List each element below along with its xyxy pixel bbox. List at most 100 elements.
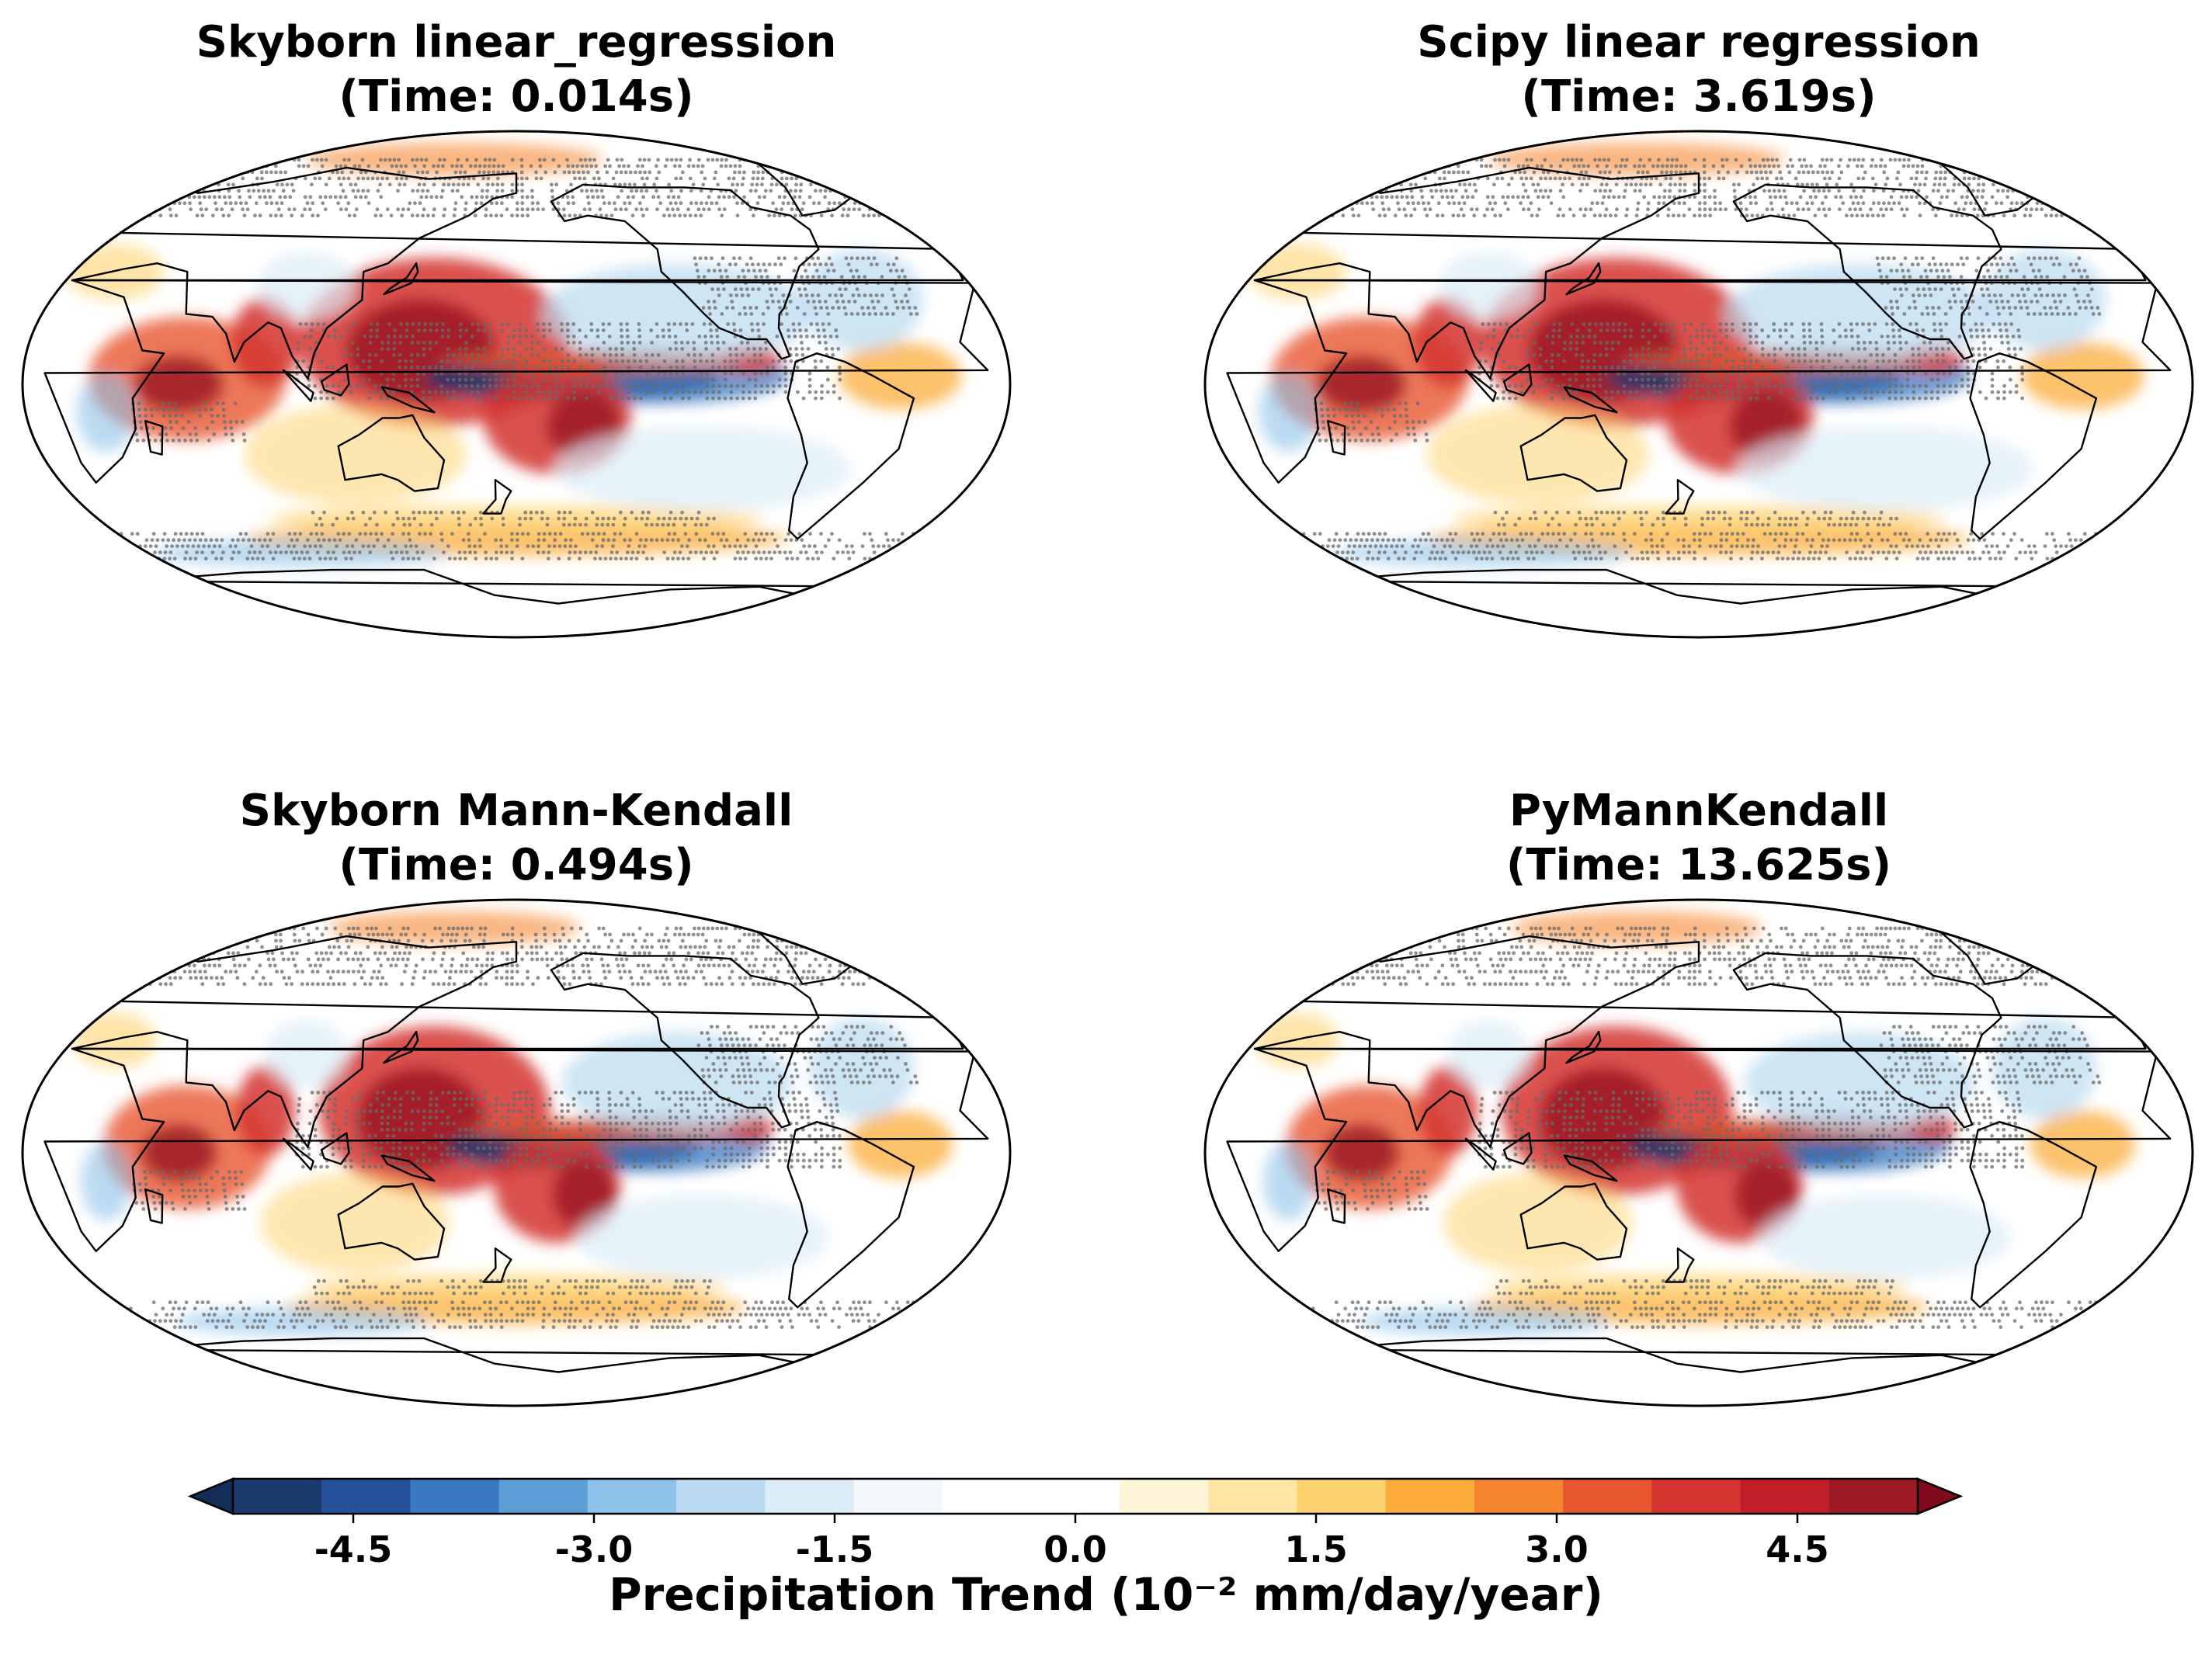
panel-title-skyborn-linreg: Skyborn linear_regression (Time: 0.014s) <box>196 17 837 122</box>
colorbar-segment <box>942 1479 1032 1514</box>
colorbar-extend-low <box>187 1477 234 1515</box>
colorbar-segment <box>233 1479 322 1514</box>
colorbar-segment <box>1740 1479 1830 1514</box>
trend-region <box>1323 1124 1400 1181</box>
coastlines <box>1226 152 2172 605</box>
coastline <box>320 1132 350 1165</box>
coastline <box>1502 363 1533 397</box>
colorbar-segment <box>1030 1479 1120 1514</box>
coastline <box>1464 1137 1497 1171</box>
trend-region <box>1759 1195 2011 1279</box>
trend-region <box>141 1124 217 1181</box>
colorbar-segment <box>1563 1479 1652 1514</box>
trend-field <box>65 142 963 567</box>
coastline <box>1969 1121 2098 1309</box>
trend-region <box>256 252 356 320</box>
coastline <box>1464 369 1497 402</box>
colorbar-tick-label: 1.5 <box>1284 1528 1348 1570</box>
colorbar-segment <box>1208 1479 1298 1514</box>
coastline <box>1565 262 1602 296</box>
coastline <box>1969 352 2098 540</box>
panel-title-skyborn-mk: Skyborn Mann-Kendall (Time: 0.494s) <box>239 786 793 890</box>
coastline <box>1519 414 1628 492</box>
trend-region <box>2030 1110 2136 1178</box>
trend-region <box>244 404 467 505</box>
colorbar-tick-label: -4.5 <box>314 1528 393 1570</box>
map-outline <box>1203 130 2194 639</box>
map-panel-skyborn-mk <box>21 898 1012 1407</box>
coastline <box>482 479 512 515</box>
map-outline <box>1203 898 2194 1407</box>
trend-region <box>1439 252 1538 320</box>
trend-region <box>847 1110 953 1178</box>
coastline <box>1226 1047 2172 1252</box>
trend-region <box>134 356 224 413</box>
coastline <box>1563 386 1618 414</box>
colorbar-tick-label: -3.0 <box>555 1528 634 1570</box>
trend-region <box>1488 1273 1909 1302</box>
colorbar-tick-label: -1.5 <box>796 1528 874 1570</box>
trend-region <box>839 342 963 410</box>
colorbar-tick-label: 3.0 <box>1525 1528 1589 1570</box>
colorbar-tick-label: 0.0 <box>1043 1528 1107 1570</box>
colorbar-segment <box>853 1479 943 1514</box>
coastline <box>282 369 314 402</box>
colorbar-label: Precipitation Trend (10⁻² mm/day/year) <box>609 1568 1603 1621</box>
trend-region <box>576 1195 828 1279</box>
trend-region <box>1259 373 1318 452</box>
colorbar-segment <box>498 1479 589 1514</box>
coastline <box>1226 279 2172 484</box>
colorbar-segment <box>321 1479 411 1514</box>
trend-region <box>1982 249 2106 351</box>
coastline <box>1327 419 1346 456</box>
trend-region <box>264 1020 349 1088</box>
coastline <box>380 386 436 414</box>
panel-title-pymannkendall: PyMannKendall (Time: 13.625s) <box>1505 786 1892 890</box>
coastline <box>1519 1182 1628 1261</box>
trend-region <box>1419 1065 1478 1156</box>
coastline <box>144 1188 164 1224</box>
colorbar-tick-label: 4.5 <box>1766 1528 1829 1570</box>
colorbar-segment <box>1297 1479 1387 1514</box>
coastline <box>1732 952 2002 1129</box>
colorbar-frame <box>231 1477 1919 1515</box>
coastline <box>1565 1031 1602 1064</box>
map-area <box>23 900 1010 1406</box>
coastline <box>550 952 820 1129</box>
coastline <box>282 1137 314 1171</box>
panel-title-scipy-linreg: Scipy linear regression (Time: 3.619s) <box>1417 17 1981 122</box>
map-outline <box>21 130 1012 639</box>
map-panel-scipy-linreg <box>1203 130 2194 639</box>
coastline <box>1732 183 2002 360</box>
coastline <box>383 1031 419 1064</box>
colorbar-segment <box>410 1479 500 1514</box>
colorbar-segment <box>587 1479 677 1514</box>
trend-region <box>1735 1161 1799 1229</box>
colorbar-extend-high <box>1916 1477 1964 1515</box>
coastline <box>320 363 350 397</box>
trend-region <box>231 297 300 387</box>
map-panel-pymannkendall <box>1203 898 2194 1407</box>
trend-region <box>554 426 851 511</box>
trend-region <box>306 1273 727 1302</box>
trend-region <box>1443 1172 1633 1274</box>
colorbar-segment <box>1828 1479 1919 1514</box>
trend-region <box>1488 142 1786 176</box>
trend-region <box>1426 404 1649 505</box>
trend-region <box>76 373 136 452</box>
coastline <box>43 279 989 484</box>
coastline <box>787 1121 915 1309</box>
coastline <box>383 262 419 296</box>
colorbar-segment <box>765 1479 855 1514</box>
map-area <box>1205 900 2193 1406</box>
coastline <box>550 183 820 360</box>
trend-region <box>1263 1141 1314 1220</box>
trend-region <box>553 1161 616 1229</box>
colorbar-segment <box>1651 1479 1741 1514</box>
colorbar-segment <box>1385 1479 1475 1514</box>
trend-field <box>72 911 953 1336</box>
coastline <box>1327 1188 1346 1224</box>
colorbar-segment <box>1474 1479 1564 1514</box>
trend-region <box>1446 1020 1531 1088</box>
map-area <box>23 131 1010 637</box>
